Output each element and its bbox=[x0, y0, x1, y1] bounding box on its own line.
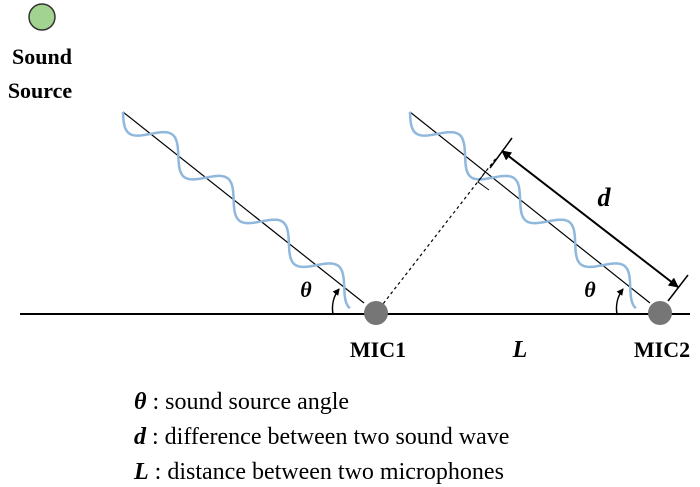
d-label: d bbox=[598, 183, 612, 212]
source-label: Sound bbox=[12, 44, 72, 69]
legend-text: : difference between two sound wave bbox=[146, 424, 509, 450]
legend-item: θ : sound source angle bbox=[134, 389, 349, 415]
legend-text: : sound source angle bbox=[146, 389, 349, 415]
wave-ray bbox=[122, 111, 365, 304]
d-tick bbox=[667, 274, 689, 302]
legend-item: d : difference between two sound wave bbox=[134, 424, 509, 450]
legend-item: L : distance between two microphones bbox=[133, 459, 504, 485]
mic bbox=[364, 301, 388, 325]
angle-arc bbox=[331, 288, 340, 315]
sound-wave bbox=[121, 111, 351, 310]
wave-ray bbox=[409, 111, 651, 304]
legend-symbol: θ bbox=[134, 389, 147, 415]
legend-symbol: d bbox=[134, 424, 147, 450]
mic bbox=[648, 301, 672, 325]
legend-symbol: L bbox=[133, 459, 149, 485]
source-label: Source bbox=[8, 78, 73, 103]
sound-source-icon bbox=[28, 3, 56, 31]
right-angle bbox=[477, 170, 490, 191]
d-tick bbox=[489, 137, 513, 169]
d-arrow bbox=[501, 150, 679, 288]
angle-arc bbox=[615, 288, 624, 315]
l-label: L bbox=[512, 337, 528, 363]
legend-text: : distance between two microphones bbox=[149, 459, 504, 485]
mic-label: MIC2 bbox=[634, 337, 690, 362]
angle-label: θ bbox=[584, 277, 596, 302]
perpendicular bbox=[375, 156, 498, 314]
mic-label: MIC1 bbox=[350, 337, 406, 362]
angle-label: θ bbox=[300, 277, 312, 302]
